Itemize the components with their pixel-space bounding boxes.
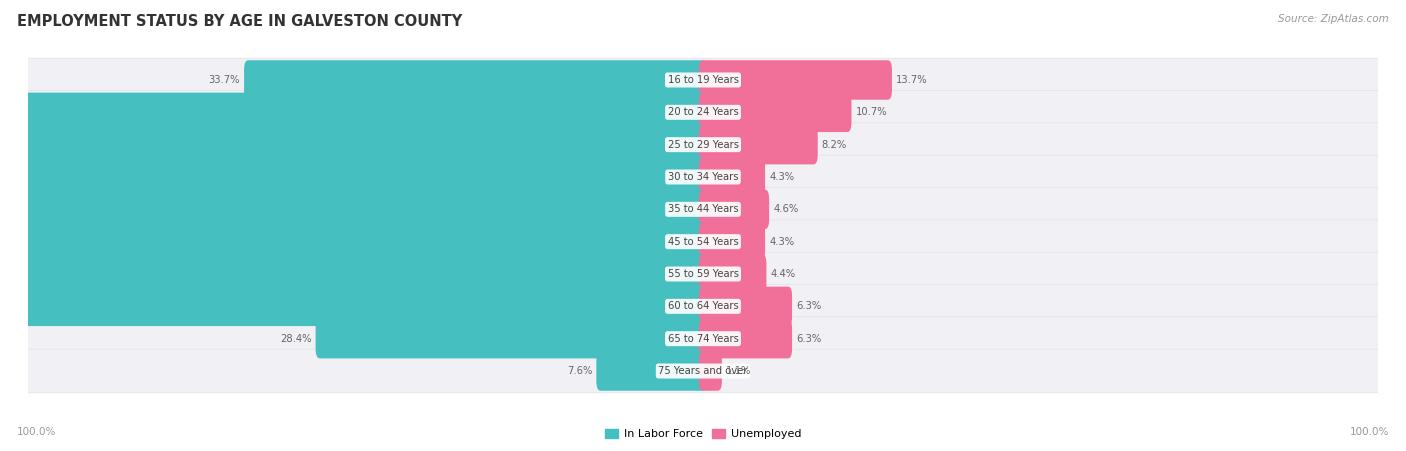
- Text: 60 to 64 Years: 60 to 64 Years: [668, 301, 738, 311]
- Text: 100.0%: 100.0%: [17, 428, 56, 437]
- FancyBboxPatch shape: [0, 254, 707, 294]
- FancyBboxPatch shape: [699, 157, 765, 197]
- Text: 4.4%: 4.4%: [770, 269, 796, 279]
- FancyBboxPatch shape: [245, 60, 707, 100]
- FancyBboxPatch shape: [25, 220, 1381, 263]
- Text: 100.0%: 100.0%: [1350, 428, 1389, 437]
- Text: 13.7%: 13.7%: [896, 75, 928, 85]
- Text: 4.3%: 4.3%: [769, 237, 794, 247]
- FancyBboxPatch shape: [699, 254, 766, 294]
- FancyBboxPatch shape: [0, 189, 707, 229]
- FancyBboxPatch shape: [0, 222, 707, 262]
- FancyBboxPatch shape: [0, 125, 707, 164]
- FancyBboxPatch shape: [699, 351, 721, 391]
- FancyBboxPatch shape: [699, 222, 765, 262]
- Text: 6.3%: 6.3%: [796, 301, 821, 311]
- FancyBboxPatch shape: [25, 285, 1381, 328]
- Text: EMPLOYMENT STATUS BY AGE IN GALVESTON COUNTY: EMPLOYMENT STATUS BY AGE IN GALVESTON CO…: [17, 14, 463, 28]
- Text: 33.7%: 33.7%: [208, 75, 240, 85]
- Text: 25 to 29 Years: 25 to 29 Years: [668, 140, 738, 150]
- FancyBboxPatch shape: [25, 349, 1381, 393]
- Text: 10.7%: 10.7%: [855, 107, 887, 117]
- FancyBboxPatch shape: [25, 317, 1381, 360]
- Text: 28.4%: 28.4%: [280, 334, 312, 344]
- Text: 20 to 24 Years: 20 to 24 Years: [668, 107, 738, 117]
- FancyBboxPatch shape: [25, 252, 1381, 296]
- FancyBboxPatch shape: [25, 58, 1381, 102]
- FancyBboxPatch shape: [699, 319, 792, 359]
- FancyBboxPatch shape: [25, 91, 1381, 134]
- Text: 65 to 74 Years: 65 to 74 Years: [668, 334, 738, 344]
- Text: 75 Years and over: 75 Years and over: [658, 366, 748, 376]
- FancyBboxPatch shape: [0, 287, 707, 326]
- Text: 8.2%: 8.2%: [821, 140, 846, 150]
- FancyBboxPatch shape: [699, 125, 818, 164]
- Text: 35 to 44 Years: 35 to 44 Years: [668, 204, 738, 214]
- FancyBboxPatch shape: [699, 287, 792, 326]
- Text: 4.3%: 4.3%: [769, 172, 794, 182]
- Text: 4.6%: 4.6%: [773, 204, 799, 214]
- Text: 16 to 19 Years: 16 to 19 Years: [668, 75, 738, 85]
- FancyBboxPatch shape: [25, 155, 1381, 199]
- Legend: In Labor Force, Unemployed: In Labor Force, Unemployed: [605, 429, 801, 439]
- FancyBboxPatch shape: [699, 92, 852, 132]
- FancyBboxPatch shape: [699, 189, 769, 229]
- FancyBboxPatch shape: [25, 188, 1381, 231]
- FancyBboxPatch shape: [596, 351, 707, 391]
- Text: 6.3%: 6.3%: [796, 334, 821, 344]
- Text: 30 to 34 Years: 30 to 34 Years: [668, 172, 738, 182]
- Text: 1.1%: 1.1%: [725, 366, 751, 376]
- Text: 45 to 54 Years: 45 to 54 Years: [668, 237, 738, 247]
- Text: Source: ZipAtlas.com: Source: ZipAtlas.com: [1278, 14, 1389, 23]
- Text: 55 to 59 Years: 55 to 59 Years: [668, 269, 738, 279]
- FancyBboxPatch shape: [699, 60, 891, 100]
- FancyBboxPatch shape: [0, 92, 707, 132]
- FancyBboxPatch shape: [315, 319, 707, 359]
- FancyBboxPatch shape: [0, 157, 707, 197]
- FancyBboxPatch shape: [25, 123, 1381, 166]
- Text: 7.6%: 7.6%: [567, 366, 592, 376]
